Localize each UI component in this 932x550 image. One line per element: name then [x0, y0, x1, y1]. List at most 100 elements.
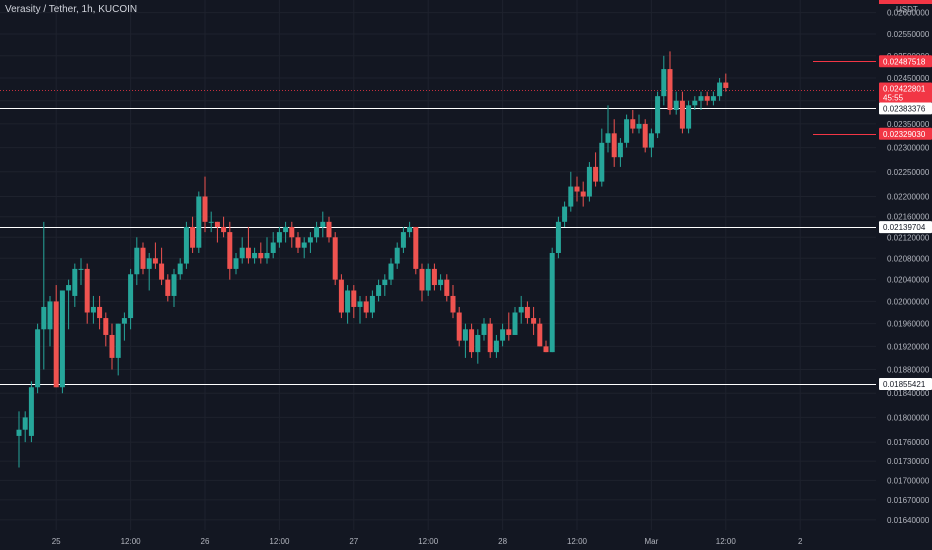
candle-body: [710, 96, 716, 101]
candle-body: [332, 237, 338, 280]
price-tick-label: 0.01700000: [887, 476, 930, 485]
price-tick-label: 0.02120000: [887, 233, 930, 242]
candle-body: [221, 226, 227, 233]
candle-body: [704, 96, 710, 101]
candle-body: [475, 334, 481, 353]
candle-body: [611, 133, 617, 158]
candle-body: [617, 142, 623, 158]
price-tick-label: 0.02250000: [887, 168, 930, 177]
candle-body: [723, 82, 729, 88]
symbol-title[interactable]: Verasity / Tether, 1h, KUCOIN: [5, 4, 138, 15]
price-tick-label: 0.02300000: [887, 144, 930, 153]
candle-body: [183, 226, 189, 264]
level-price-badge: [879, 102, 932, 115]
candle-body: [630, 119, 636, 129]
candle-body: [586, 166, 592, 197]
candle-body: [376, 285, 382, 296]
candle-body: [673, 100, 679, 110]
time-tick-label: Mar: [645, 537, 659, 546]
price-tick-label: 0.02600000: [887, 9, 930, 18]
candle-body: [53, 301, 59, 388]
time-tick-label: 2: [798, 537, 803, 546]
candle-body: [276, 232, 282, 243]
candle-body: [351, 290, 357, 307]
candle-body: [568, 186, 574, 207]
candle-body: [159, 263, 165, 280]
candle-body: [717, 82, 723, 97]
time-axis-background: [0, 530, 932, 550]
candle-body: [196, 196, 202, 248]
candle-body: [363, 301, 369, 313]
candle-body: [270, 242, 276, 253]
time-axis[interactable]: 25 12:00 26 12:00 27 12:00 28 12:00 Mar 12:00 2: [0, 530, 932, 550]
candle-body: [22, 417, 28, 430]
countdown-label: 45:55: [883, 94, 904, 103]
candle-body: [289, 226, 295, 238]
level-price-badge: [879, 127, 932, 140]
candle-body: [103, 318, 109, 335]
candle-body: [642, 123, 648, 148]
candle-body: [202, 196, 208, 222]
candle-body: [388, 263, 394, 280]
candle-body: [394, 247, 400, 264]
price-tick-label: 0.01920000: [887, 342, 930, 351]
price-tick-label: 0.01760000: [887, 438, 930, 447]
candle-body: [41, 306, 47, 330]
candle-body: [450, 295, 456, 313]
currency-label: USDT: [896, 5, 918, 14]
candle-body: [252, 252, 258, 259]
candle-body: [698, 96, 704, 101]
candle-body: [493, 340, 499, 353]
candle-body: [208, 221, 214, 223]
candles: [16, 51, 729, 468]
candle-body: [307, 237, 313, 243]
candle-body: [190, 226, 196, 248]
price-badges: 0.02383376 0.02139704 0.01855421 0.02487518…: [879, 55, 932, 391]
candle-body: [444, 279, 450, 296]
time-tick-label: 12:00: [269, 537, 290, 546]
candle-body: [593, 166, 599, 182]
time-tick-label: 28: [498, 537, 507, 546]
candle-body: [90, 306, 96, 313]
candle-body: [295, 237, 301, 248]
candle-body: [227, 232, 233, 269]
price-scale[interactable]: 0.026000000.025500000.025000000.02450000…: [876, 0, 932, 530]
candle-body: [605, 133, 611, 143]
level-price-badge-label: 0.02329030: [883, 130, 926, 139]
candle-body: [555, 221, 561, 253]
candle-body: [326, 221, 332, 238]
price-tick-label: 0.01960000: [887, 320, 930, 329]
candle-body: [59, 290, 65, 388]
candle-body: [456, 312, 462, 341]
candle-body: [165, 279, 171, 296]
candle-body: [301, 242, 307, 248]
price-tick-label: 0.02350000: [887, 120, 930, 129]
price-tick-label: 0.01640000: [887, 516, 930, 525]
candle-body: [233, 258, 239, 269]
candle-body: [407, 226, 413, 233]
candle-body: [382, 279, 388, 286]
candle-body: [679, 100, 685, 129]
candle-body: [425, 268, 431, 291]
candle-body: [72, 268, 78, 296]
candle-body: [97, 306, 103, 319]
candle-body: [518, 306, 524, 313]
candle-body: [431, 268, 437, 286]
candle-body: [481, 323, 487, 335]
grid: [0, 0, 876, 530]
candle-body: [524, 306, 530, 319]
candle-body: [438, 279, 444, 286]
last-price-badge: [879, 82, 932, 103]
candle-body: [115, 323, 121, 358]
candle-body: [345, 290, 351, 313]
candle-body: [47, 301, 53, 330]
price-tick-label: 0.01800000: [887, 413, 930, 422]
candle-body: [574, 186, 580, 192]
candle-body: [624, 119, 630, 143]
price-tick-label: 0.01670000: [887, 496, 930, 505]
price-tick-label: 0.02450000: [887, 74, 930, 83]
time-tick-label: 27: [349, 537, 358, 546]
candle-body: [692, 100, 698, 106]
